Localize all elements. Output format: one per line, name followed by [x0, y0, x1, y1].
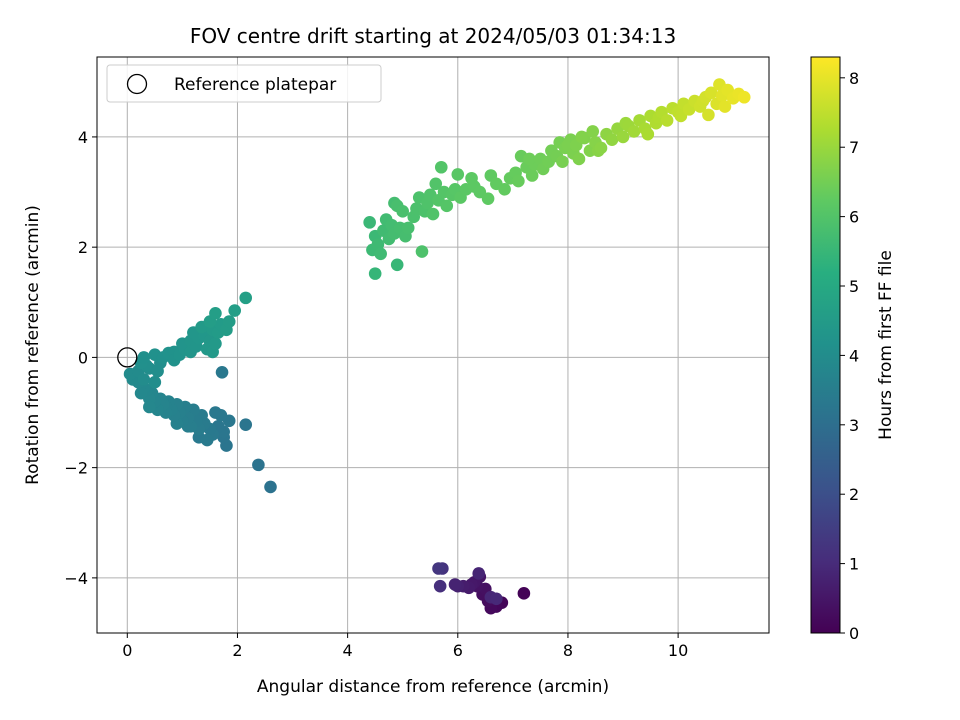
data-point: [209, 307, 222, 320]
y-axis-label: Rotation from reference (arcmin): [23, 205, 43, 485]
data-point: [572, 152, 586, 166]
data-point: [415, 245, 429, 258]
colorbar-ticks: 0 1 2 3 4 5 6 7 8: [840, 69, 859, 643]
scatter-points: [123, 78, 751, 615]
data-point: [627, 125, 641, 138]
chart-title: FOV centre drift starting at 2024/05/03 …: [190, 24, 676, 48]
data-point: [228, 304, 242, 317]
data-point: [594, 141, 608, 155]
x-tick-label: 8: [563, 641, 573, 660]
data-point: [556, 155, 569, 169]
x-axis-ticks: 0 2 4 6 8 10: [122, 633, 688, 660]
data-point: [465, 171, 478, 185]
data-point: [702, 108, 715, 122]
data-point: [490, 592, 503, 606]
reference-platepar-marker: [117, 347, 138, 368]
data-point: [525, 169, 539, 182]
colorbar-tick-label: 4: [849, 346, 859, 365]
data-point: [704, 86, 718, 100]
data-point: [239, 418, 253, 431]
grid-lines: [97, 57, 769, 633]
data-point: [440, 199, 454, 213]
data-point: [396, 205, 410, 218]
data-point: [472, 567, 486, 580]
data-point: [148, 375, 162, 389]
data-point: [215, 365, 229, 379]
legend-entry-reference-platepar: Reference platepar: [174, 75, 336, 95]
colorbar: 0 1 2 3 4 5 6 7 8 Hours from first FF file: [810, 56, 896, 643]
data-point: [481, 192, 495, 205]
data-point: [718, 100, 732, 113]
colorbar-tick-label: 3: [849, 416, 859, 435]
data-point: [429, 177, 443, 191]
data-point: [209, 406, 222, 419]
reference-point: [117, 347, 138, 368]
y-axis-ticks: −4 −2 0 2 4: [64, 128, 97, 588]
data-point: [434, 160, 448, 174]
y-tick-label: 0: [78, 348, 88, 367]
data-point: [137, 351, 151, 364]
data-point: [448, 578, 462, 591]
x-axis-label: Angular distance from reference (arcmin): [257, 677, 609, 697]
legend-marker-icon: [126, 73, 148, 95]
x-tick-label: 2: [232, 641, 242, 660]
data-point: [401, 221, 415, 235]
data-point: [605, 133, 619, 146]
data-point: [239, 291, 253, 305]
data-point: [433, 579, 447, 593]
data-point: [252, 458, 265, 472]
colorbar-label: Hours from first FF file: [876, 250, 896, 440]
colorbar-tick-label: 2: [849, 485, 859, 504]
data-point: [498, 182, 511, 196]
data-point: [575, 130, 589, 144]
colorbar-tick-label: 5: [849, 277, 859, 296]
y-tick-label: −4: [64, 569, 88, 588]
data-point: [586, 125, 600, 138]
plot-frame: [96, 56, 770, 634]
data-point: [363, 216, 376, 229]
data-point: [660, 114, 674, 127]
data-point: [368, 267, 382, 280]
colorbar-tick-label: 1: [849, 555, 859, 574]
data-point: [451, 168, 465, 181]
x-tick-label: 10: [668, 641, 688, 660]
legend-box: [106, 64, 382, 103]
x-tick-label: 6: [453, 641, 463, 660]
y-tick-label: 4: [78, 128, 88, 147]
legend: Reference platepar: [106, 64, 382, 103]
y-tick-label: −2: [64, 459, 88, 478]
colorbar-tick-label: 7: [849, 138, 859, 157]
data-point: [200, 433, 214, 447]
data-point: [137, 373, 151, 386]
colorbar-gradient: [810, 56, 841, 634]
x-tick-label: 4: [343, 641, 353, 660]
colorbar-tick-label: 0: [849, 624, 859, 643]
data-point: [517, 587, 531, 600]
data-point: [222, 315, 236, 328]
data-point: [523, 152, 536, 166]
colorbar-tick-label: 6: [849, 208, 859, 227]
data-point: [512, 174, 525, 188]
colorbar-tick-label: 8: [849, 69, 859, 88]
data-point: [209, 337, 222, 350]
data-point: [390, 258, 404, 272]
y-tick-label: 2: [78, 238, 88, 257]
data-point: [143, 400, 156, 414]
data-point: [432, 562, 445, 575]
data-point: [641, 127, 655, 141]
data-point: [737, 90, 751, 104]
data-point: [264, 480, 277, 494]
data-point: [616, 130, 630, 144]
data-point: [374, 247, 387, 261]
data-point: [134, 386, 148, 400]
data-point: [426, 207, 440, 221]
x-tick-label: 0: [122, 641, 132, 660]
